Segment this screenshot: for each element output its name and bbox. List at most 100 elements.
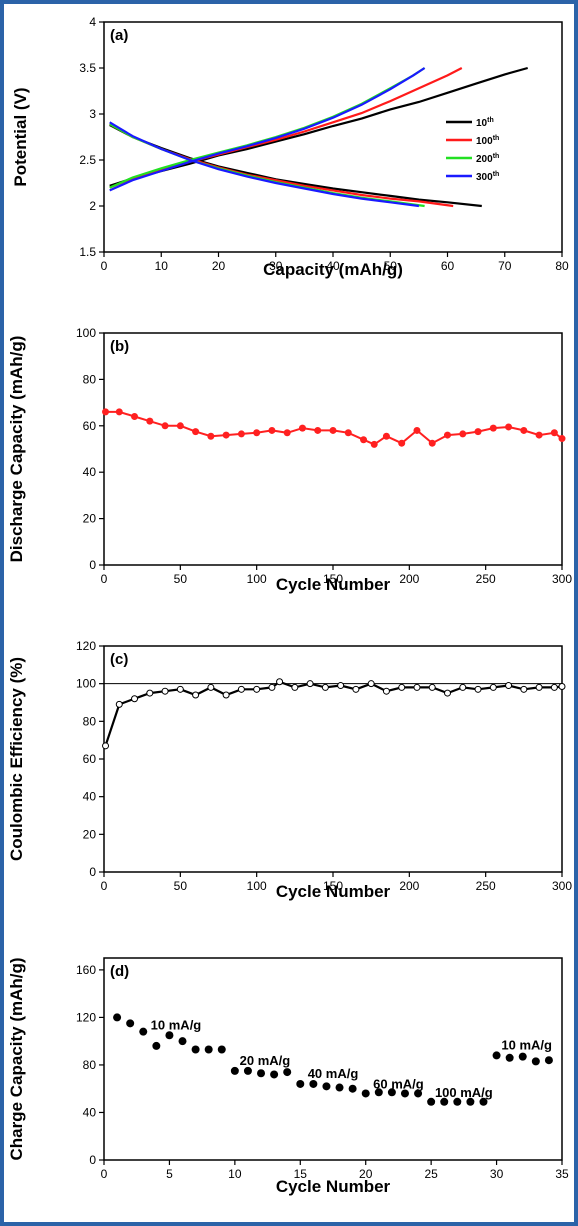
data-point <box>243 1066 252 1075</box>
y-tick-label: 60 <box>83 419 97 433</box>
series-line-charge-200 <box>109 67 426 189</box>
data-point <box>115 408 123 416</box>
rate-annotation: 20 mA/g <box>240 1053 291 1068</box>
series-line <box>104 680 563 747</box>
y-tick-label: 1.5 <box>79 245 96 259</box>
legend-label: 10th <box>476 117 494 129</box>
x-tick-label: 200 <box>399 572 419 586</box>
x-axis-label: Cycle Number <box>276 575 391 594</box>
data-point <box>192 428 200 436</box>
data-point <box>413 426 421 434</box>
data-point <box>348 1084 357 1093</box>
x-tick-label: 60 <box>441 259 455 273</box>
data-point <box>558 682 566 690</box>
data-point <box>178 1037 187 1046</box>
data-point <box>146 417 154 425</box>
data-point <box>466 1097 475 1106</box>
data-point <box>115 700 123 708</box>
rate-annotation: 100 mA/g <box>435 1085 493 1100</box>
data-point <box>113 1013 122 1022</box>
x-axis-label: Cycle Number <box>276 1177 391 1196</box>
data-point <box>535 431 543 439</box>
data-point <box>459 430 467 438</box>
data-point <box>427 1097 436 1106</box>
x-tick-label: 70 <box>498 259 512 273</box>
data-point <box>550 683 558 691</box>
data-point <box>204 1045 213 1054</box>
x-tick-label: 20 <box>212 259 226 273</box>
data-point <box>191 1045 200 1054</box>
data-point <box>414 1089 423 1098</box>
y-tick-label: 2.5 <box>79 153 96 167</box>
x-tick-label: 0 <box>101 572 108 586</box>
data-point <box>176 685 184 693</box>
data-point <box>505 423 513 431</box>
x-tick-label: 20 <box>359 1167 373 1181</box>
y-tick-label: 40 <box>83 465 97 479</box>
data-point <box>230 1066 239 1075</box>
data-point <box>207 432 215 440</box>
x-tick-label: 35 <box>555 1167 569 1181</box>
data-point <box>146 689 154 697</box>
plot-frame-b <box>103 332 563 566</box>
data-point <box>361 1089 370 1098</box>
data-point <box>306 680 314 688</box>
data-point <box>520 685 528 693</box>
x-tick-label: 0 <box>101 259 108 273</box>
y-tick-label: 20 <box>83 827 97 841</box>
x-tick-label: 250 <box>476 572 496 586</box>
x-tick-label: 40 <box>326 259 340 273</box>
x-tick-label: 5 <box>166 1167 173 1181</box>
y-tick-label: 0 <box>89 1153 96 1167</box>
data-point <box>268 683 276 691</box>
data-point <box>474 685 482 693</box>
y-axis-label: Coulombic Efficiency (%) <box>7 657 26 861</box>
series-line-discharge-300 <box>109 121 420 208</box>
panel-label: (a) <box>110 27 128 44</box>
y-tick-label: 0 <box>89 865 96 879</box>
data-point <box>161 422 169 430</box>
panel-label: (b) <box>110 338 129 355</box>
data-point <box>440 1097 449 1106</box>
data-point <box>207 683 215 691</box>
data-point <box>505 682 513 690</box>
data-point <box>444 431 451 439</box>
data-point <box>253 685 261 693</box>
data-point <box>217 1045 226 1054</box>
data-point <box>298 424 306 432</box>
data-point <box>222 431 230 439</box>
data-point <box>139 1027 148 1036</box>
y-tick-label: 100 <box>76 677 96 691</box>
x-tick-label: 30 <box>490 1167 504 1181</box>
y-axis-label: Charge Capacity (mAh/g) <box>7 957 26 1160</box>
data-point <box>558 435 566 443</box>
x-tick-label: 300 <box>552 572 572 586</box>
plot-frame-d <box>103 957 563 1161</box>
y-tick-label: 20 <box>83 512 97 526</box>
data-point <box>382 432 390 440</box>
data-point <box>382 687 390 695</box>
y-tick-label: 40 <box>83 1105 97 1119</box>
data-point <box>535 683 543 691</box>
x-tick-label: 10 <box>228 1167 242 1181</box>
data-point <box>152 1041 161 1050</box>
rate-annotation: 10 mA/g <box>501 1037 552 1052</box>
y-tick-label: 40 <box>83 790 97 804</box>
panel-label: (d) <box>110 963 129 980</box>
x-tick-label: 150 <box>323 879 343 893</box>
data-point <box>276 678 284 686</box>
data-point <box>253 429 261 437</box>
x-tick-label: 0 <box>101 1167 108 1181</box>
data-point <box>176 422 184 430</box>
data-point <box>400 1089 409 1098</box>
x-tick-label: 300 <box>552 879 572 893</box>
data-point <box>102 408 110 416</box>
data-point <box>222 691 230 699</box>
data-point <box>492 1051 501 1060</box>
data-point <box>270 1070 279 1079</box>
x-tick-label: 50 <box>174 572 188 586</box>
x-tick-label: 50 <box>384 259 398 273</box>
x-tick-label: 100 <box>247 879 267 893</box>
y-tick-label: 120 <box>76 1010 96 1024</box>
